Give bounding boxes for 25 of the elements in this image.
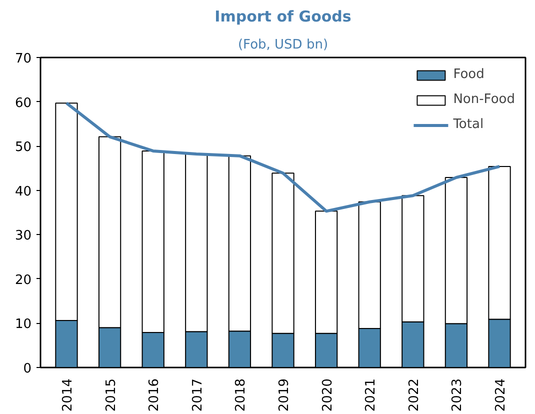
chart-title: Import of Goods bbox=[214, 8, 352, 26]
y-tick-label: 40 bbox=[14, 184, 32, 200]
x-tick-label: 2016 bbox=[147, 378, 162, 412]
x-tick-label: 2024 bbox=[494, 378, 509, 412]
y-tick-label: 0 bbox=[23, 362, 32, 376]
y-tick-label: 50 bbox=[14, 140, 32, 156]
x-tick-label: 2021 bbox=[364, 378, 379, 412]
x-tick-label: 2019 bbox=[277, 378, 292, 412]
y-tick-label: 20 bbox=[14, 272, 32, 288]
chart-subtitle: (Fob, USD bn) bbox=[238, 38, 328, 52]
y-tick-label: 30 bbox=[14, 228, 32, 244]
x-tick-label: 2020 bbox=[320, 378, 336, 412]
y-tick-label: 10 bbox=[14, 317, 32, 332]
y-tick-label: 70 bbox=[14, 52, 32, 66]
legend-label: Non-Food bbox=[453, 92, 515, 107]
legend-label: Food bbox=[453, 67, 484, 82]
y-tick-label: 60 bbox=[14, 96, 32, 111]
line-series bbox=[64, 102, 502, 213]
legend-label: Total bbox=[453, 117, 484, 132]
x-tick-label: 2018 bbox=[234, 378, 249, 412]
x-tick-label: 2023 bbox=[450, 378, 466, 412]
x-tick-label: 2015 bbox=[104, 378, 119, 412]
x-tick-label: 2017 bbox=[190, 378, 206, 412]
x-tick-label: 2022 bbox=[406, 378, 422, 412]
x-tick-label: 2014 bbox=[60, 378, 76, 412]
